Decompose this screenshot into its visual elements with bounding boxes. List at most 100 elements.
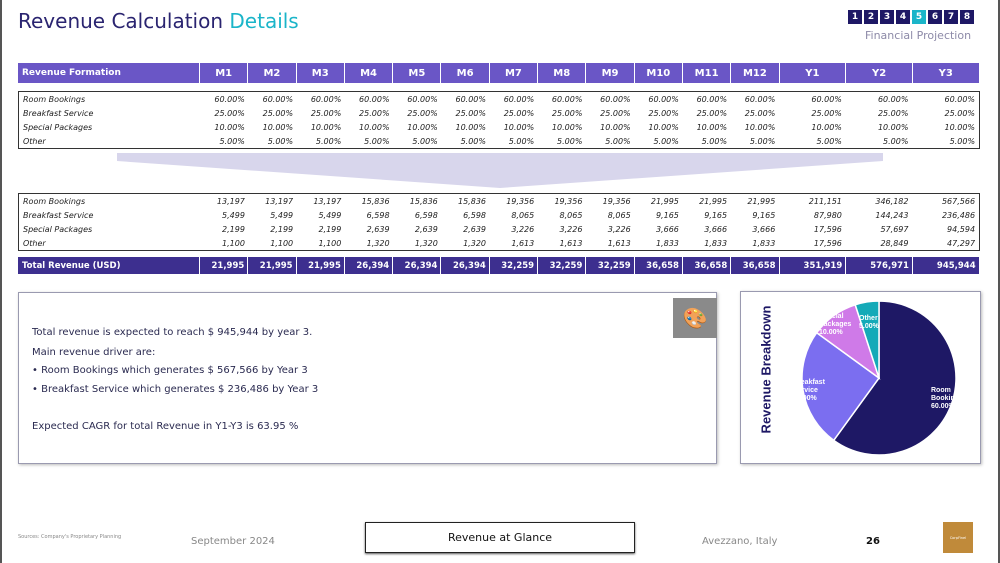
page-tab-5[interactable]: 5 (912, 10, 926, 24)
table-cell: 28,849 (880, 238, 909, 248)
table-cell: 60.00% (455, 94, 486, 104)
table-row: Room Bookings 13,197 13,197 13,197 15,836 15,… (19, 194, 979, 208)
table-cell: 567,566 (941, 196, 976, 206)
table-cell: 21,995 (699, 196, 728, 206)
table-cell: 2,199 (222, 224, 245, 234)
row-label: Special Packages (23, 224, 93, 234)
table-cell: 10.00% (648, 122, 679, 132)
column-header: M8 (538, 63, 587, 83)
table-cell: 1,320 (414, 238, 438, 248)
revenue-at-glance-button[interactable]: Revenue at Glance (365, 522, 635, 553)
page-tab-4[interactable]: 4 (896, 10, 910, 24)
table-cell: 6,598 (414, 210, 438, 220)
table-cell: 21,995 (650, 196, 679, 206)
summary-box: 🎨 Total revenue is expected to reach $ 9… (18, 292, 717, 464)
table-cell: 236,486 (941, 210, 976, 220)
table-cell: 17,596 (813, 238, 842, 248)
column-header: M11 (683, 63, 732, 83)
column-header: M10 (635, 63, 683, 83)
summary-line: • Breakfast Service which generates $ 23… (32, 384, 319, 395)
column-header: Y1 (780, 63, 847, 83)
table-cell: 15,836 (458, 196, 486, 206)
page-tab-2[interactable]: 2 (864, 10, 878, 24)
summary-line: Main revenue driver are: (32, 347, 156, 358)
table-cell: 60.00% (359, 94, 390, 104)
total-cell: 32,259 (538, 257, 587, 274)
table-cell: 13,197 (216, 196, 245, 206)
palette-icon[interactable]: 🎨 (673, 298, 717, 338)
pie-slice-room-bookings (832, 300, 957, 456)
column-header: M9 (586, 63, 635, 83)
table-cell: 60.00% (648, 94, 679, 104)
table-header: Revenue Formation M1 M2 M3 M4 M5 M6 M7 M8 M9 M10 M1… (18, 63, 980, 83)
table-cell: 9,165 (704, 210, 728, 220)
column-header: M3 (297, 63, 345, 83)
table-cell: 10.00% (407, 122, 438, 132)
company-logo: CorpFinel (943, 522, 973, 553)
slice-label: Special Packages 10.00% (819, 313, 851, 336)
table-cell: 25.00% (214, 108, 245, 118)
table-cell: 25.00% (744, 108, 776, 118)
table-row: Special Packages 10.00% 10.00% 10.00% 10.00%… (19, 120, 979, 134)
table-cell: 57,697 (880, 224, 909, 234)
table-cell: 10.00% (696, 122, 728, 132)
table-cell: 60.00% (503, 94, 535, 104)
total-cell: 26,394 (441, 257, 490, 274)
page-tab-7[interactable]: 7 (944, 10, 958, 24)
header-label: Revenue Formation (18, 63, 200, 83)
source-note: Sources: Company's Proprietary Planning (18, 534, 122, 540)
table-cell: 5.00% (557, 136, 583, 146)
table-cell: 60.00% (877, 94, 909, 104)
table-cell: 10.00% (877, 122, 909, 132)
total-label: Total Revenue (USD) (18, 257, 200, 274)
table-cell: 87,980 (813, 210, 842, 220)
table-cell: 1,320 (463, 238, 486, 248)
table-cell: 13,197 (265, 196, 294, 206)
table-cell: 5.00% (460, 136, 486, 146)
table-cell: 1,100 (222, 238, 245, 248)
slice-label: Breakfast Service 25.00% (793, 379, 826, 402)
table-cell: 25.00% (503, 108, 535, 118)
total-cell: 32,259 (490, 257, 539, 274)
table-cell: 10.00% (944, 122, 976, 132)
row-label: Other (23, 238, 46, 248)
slice-label: Room Bookings 60.00% (931, 387, 963, 410)
table-cell: 25.00% (944, 108, 976, 118)
table-cell: 6,598 (366, 210, 390, 220)
table-cell: 25.00% (310, 108, 342, 118)
table-cell: 5.00% (315, 136, 342, 146)
page-tab-1[interactable]: 1 (848, 10, 862, 24)
table-cell: 47,297 (947, 238, 976, 248)
section-label: Financial Projection (865, 29, 972, 42)
table-cell: 8,065 (559, 210, 583, 220)
page-tab-3[interactable]: 3 (880, 10, 894, 24)
page-title: Revenue Calculation Details (18, 9, 299, 33)
table-cell: 25.00% (455, 108, 486, 118)
table-cell: 10.00% (455, 122, 486, 132)
row-label: Room Bookings (23, 196, 86, 206)
page-tab-8[interactable]: 8 (960, 10, 974, 24)
column-header: M4 (345, 63, 394, 83)
table-cell: 5.00% (267, 136, 294, 146)
page-number: 26 (866, 536, 880, 547)
table-row: Special Packages 2,199 2,199 2,199 2,639 2,63… (19, 222, 979, 236)
pie-chart-box: Revenue Breakdown Room Bookings 60.00% Brea… (740, 291, 981, 464)
table-cell: 1,613 (511, 238, 535, 248)
table-cell: 25.00% (600, 108, 631, 118)
table-cell: 3,226 (511, 224, 535, 234)
table-cell: 3,666 (655, 224, 679, 234)
table-row: Breakfast Service 25.00% 25.00% 25.00% 25.00… (19, 106, 979, 120)
table-cell: 60.00% (744, 94, 776, 104)
total-cell: 351,919 (780, 257, 847, 274)
table-cell: 60.00% (551, 94, 583, 104)
pie-slice-other (854, 300, 880, 379)
table-row: Other 5.00% 5.00% 5.00% 5.00% 5.00% 5.00% 5.00%… (19, 134, 979, 148)
summary-line: • Room Bookings which generates $ 567,56… (32, 365, 308, 376)
table-cell: 10.00% (811, 122, 842, 132)
arrow-down-shape (117, 153, 883, 188)
page-tab-6[interactable]: 6 (928, 10, 942, 24)
table-cell: 5.00% (883, 136, 909, 146)
summary-line: Expected CAGR for total Revenue in Y1-Y3… (32, 421, 299, 432)
table-cell: 19,356 (602, 196, 631, 206)
table-cell: 8,065 (511, 210, 535, 220)
